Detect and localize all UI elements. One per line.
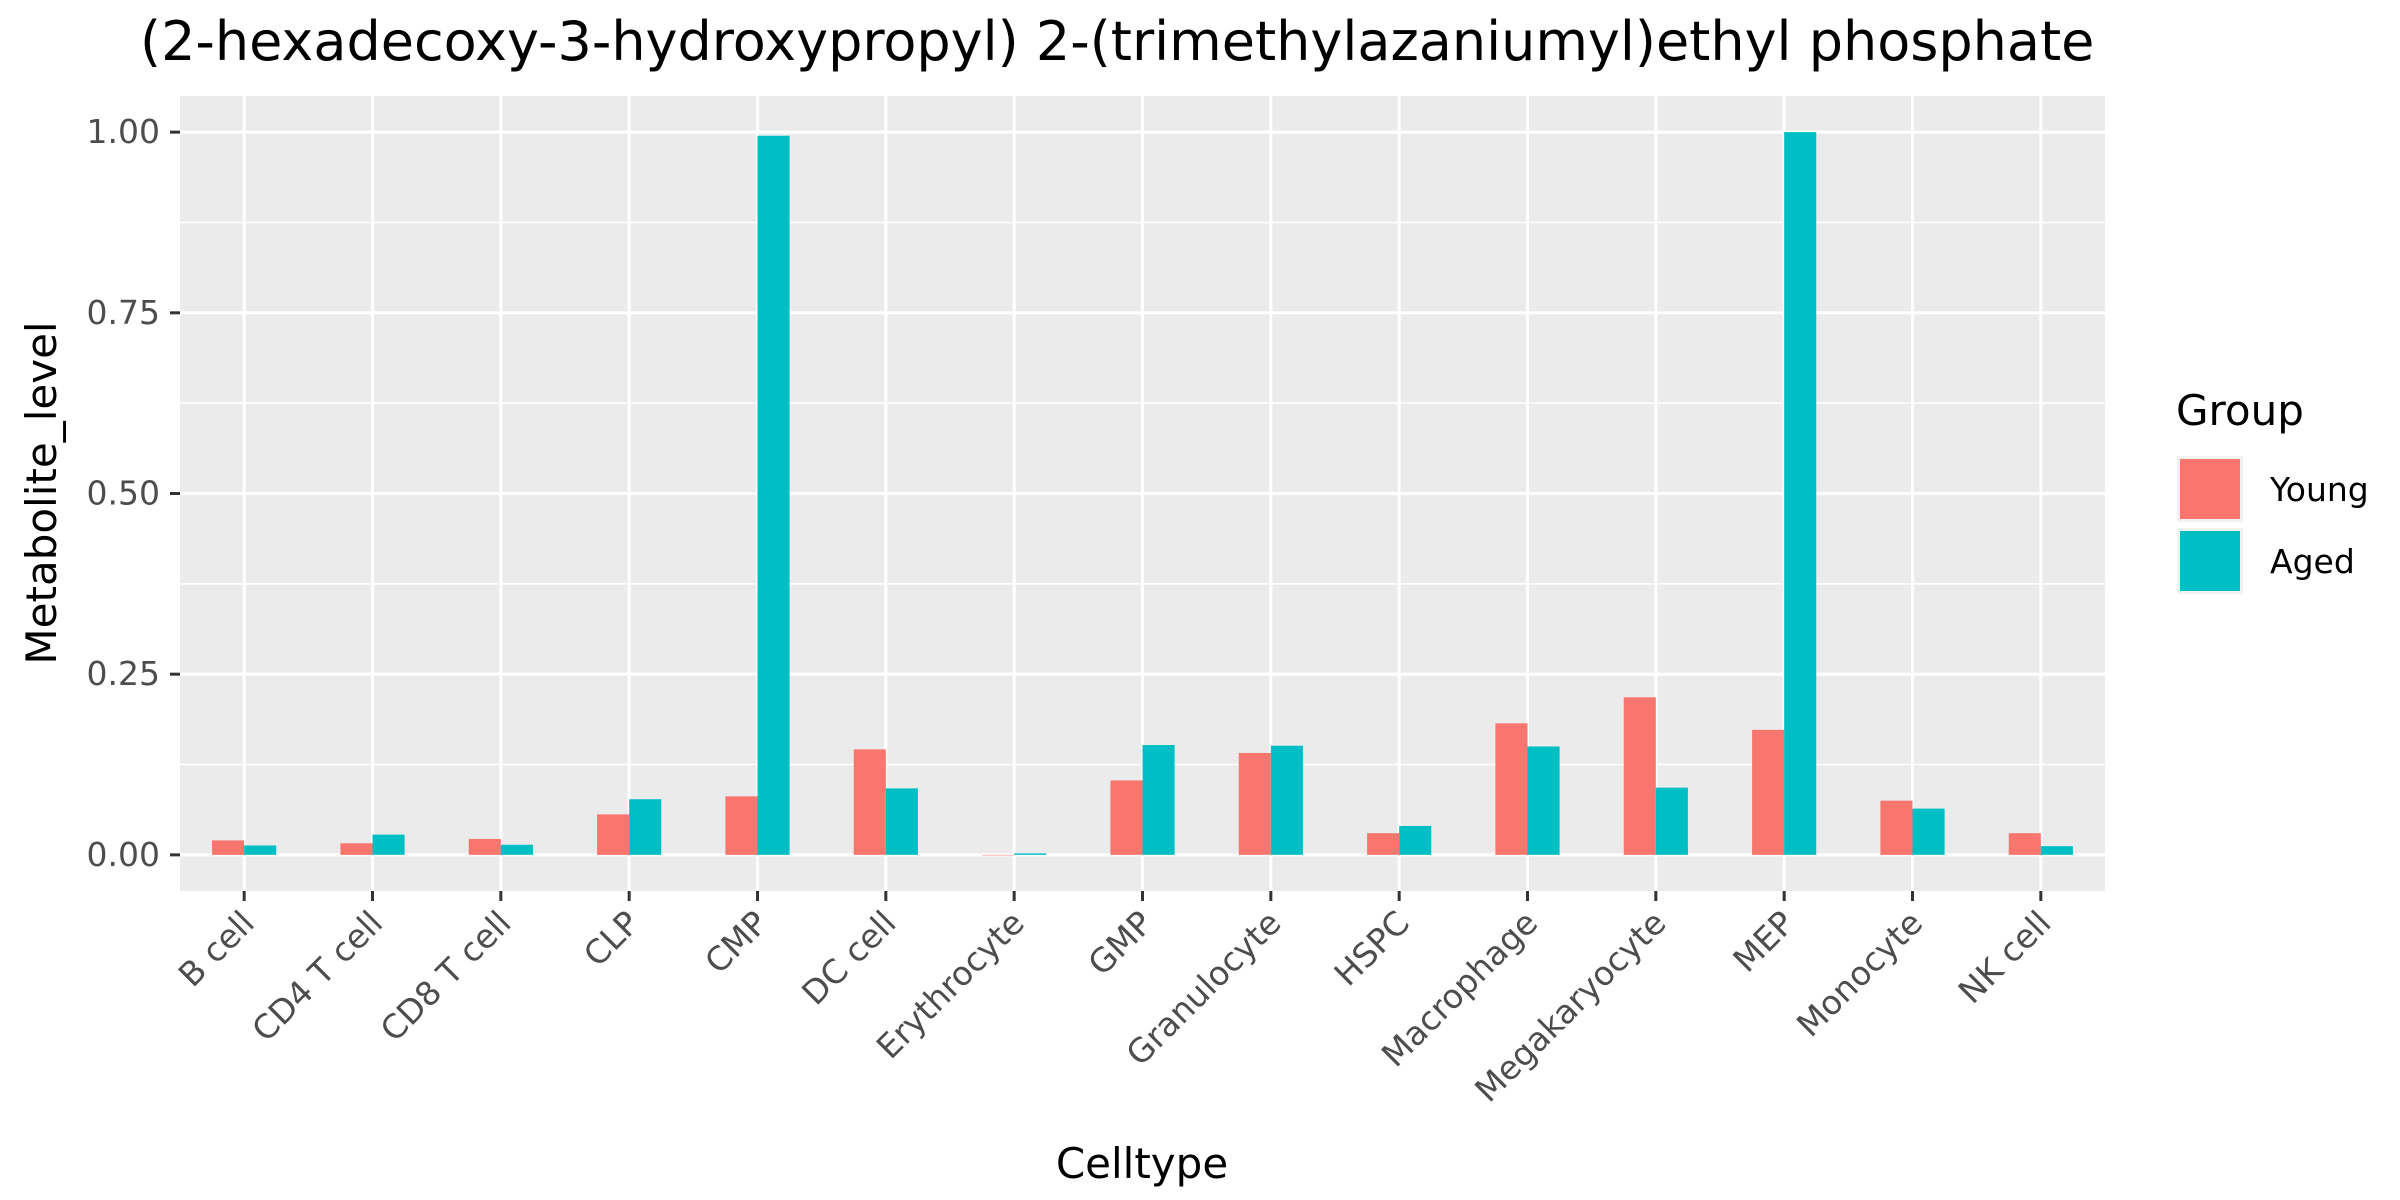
bar-young-nk-cell (2008, 833, 2041, 855)
bar-young-gmp (1110, 780, 1143, 855)
chart-title: (2-hexadecoxy-3-hydroxypropyl) 2-(trimet… (140, 10, 2094, 73)
bar-young-cd4-t-cell (340, 843, 373, 855)
x-tick-label: GMP (1080, 903, 1160, 983)
y-tick-label: 0.25 (87, 654, 160, 693)
y-tick-label: 0.50 (87, 474, 160, 513)
bar-young-erythrocyte (982, 854, 1015, 856)
bar-aged-megakaryocyte (1655, 787, 1688, 855)
bar-aged-gmp (1142, 745, 1175, 855)
y-tick-label: 0.75 (87, 293, 160, 332)
bar-aged-cd8-t-cell (500, 844, 533, 855)
bar-aged-dc-cell (885, 788, 918, 855)
bar-aged-b-cell (244, 845, 277, 855)
y-axis-title: Metabolite_level (17, 321, 66, 664)
bar-young-granulocyte (1238, 752, 1271, 855)
legend: Group Young Aged (2176, 386, 2369, 594)
bar-young-hspc (1367, 833, 1400, 855)
x-tick-label: CLP (576, 903, 647, 974)
bar-young-megakaryocyte (1623, 697, 1656, 855)
x-tick-label: Monocyte (1789, 903, 1930, 1044)
bar-young-cmp (725, 796, 758, 855)
x-tick-label: CMP (697, 903, 775, 981)
bar-aged-cmp (757, 135, 790, 855)
y-tick-label: 0.00 (87, 835, 160, 874)
bar-young-monocyte (1880, 800, 1913, 855)
legend-label-young: Young (2269, 470, 2369, 509)
bar-young-mep (1752, 729, 1785, 855)
bar-young-clp (597, 814, 630, 855)
bar-aged-macrophage (1527, 746, 1560, 855)
legend-label-aged: Aged (2270, 542, 2355, 581)
x-tick-label: MEP (1725, 903, 1802, 980)
bar-aged-nk-cell (2040, 846, 2073, 855)
y-axis: 0.00 0.25 0.50 0.75 1.00 (87, 112, 180, 874)
bar-young-macrophage (1495, 723, 1528, 855)
bar-aged-granulocyte (1270, 745, 1303, 855)
bar-aged-mep (1784, 132, 1817, 855)
bar-aged-hspc (1399, 825, 1432, 855)
legend-swatch-young (2180, 459, 2240, 519)
bar-young-cd8-t-cell (468, 838, 501, 855)
x-tick-label: DC cell (794, 903, 903, 1012)
x-tick-label: CD8 T cell (373, 903, 519, 1049)
bars (212, 132, 2073, 856)
x-tick-label: B cell (171, 903, 262, 994)
x-tick-label: HSPC (1327, 903, 1417, 993)
bar-aged-cd4-t-cell (372, 834, 405, 855)
y-tick-label: 1.00 (87, 112, 160, 151)
x-tick-label: CD4 T cell (244, 903, 390, 1049)
bar-aged-clp (629, 799, 662, 855)
bar-aged-monocyte (1912, 808, 1945, 855)
bar-aged-erythrocyte (1014, 853, 1047, 855)
x-axis-title: Celltype (1056, 1139, 1228, 1188)
legend-swatch-aged (2180, 531, 2240, 591)
bar-young-b-cell (212, 840, 245, 855)
bar-young-dc-cell (853, 749, 886, 855)
legend-title: Group (2176, 386, 2304, 435)
x-tick-label: NK cell (1951, 903, 2059, 1011)
